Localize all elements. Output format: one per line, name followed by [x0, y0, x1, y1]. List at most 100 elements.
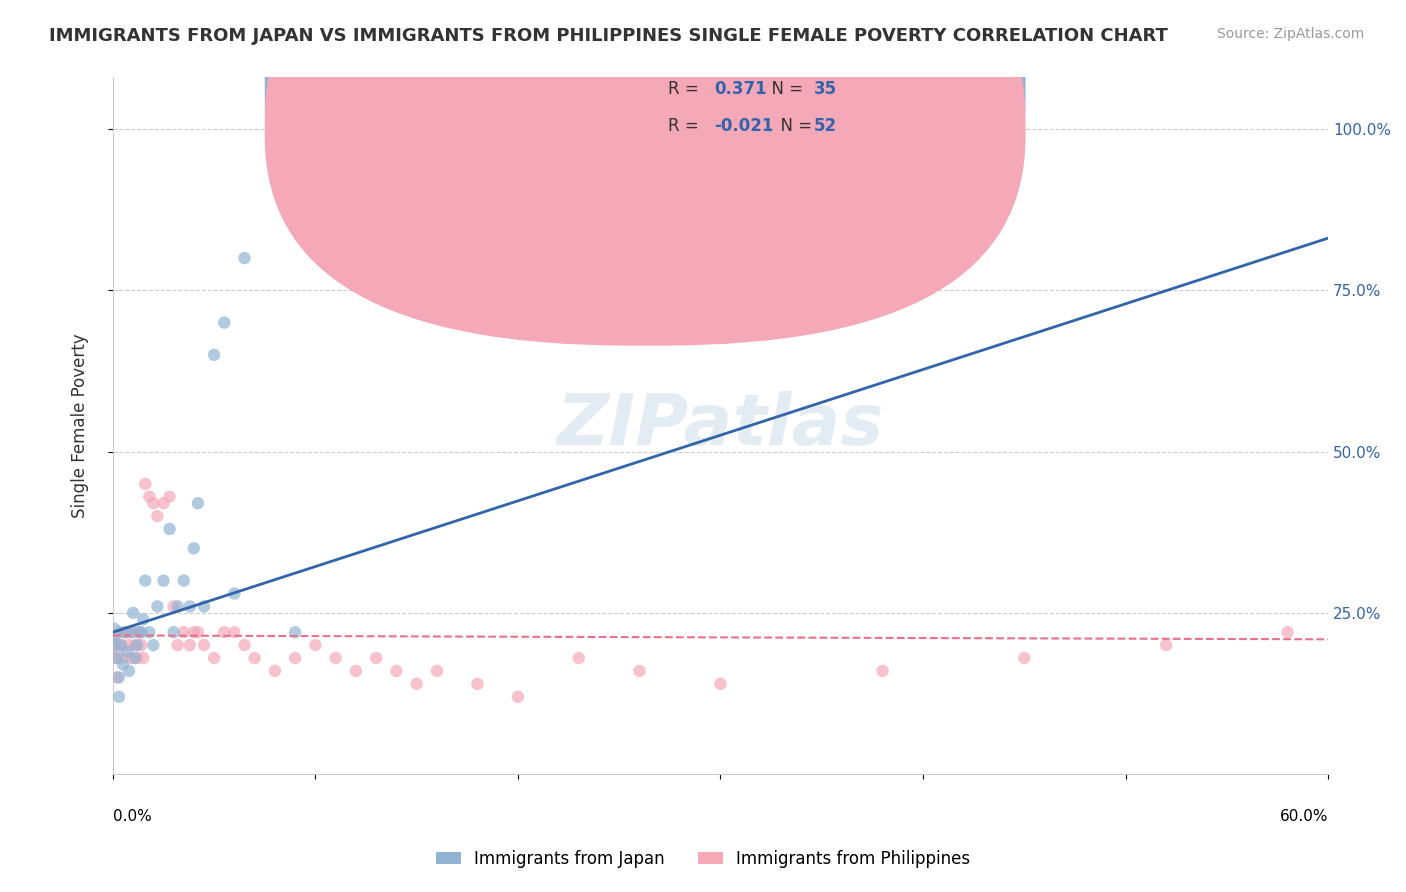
- Legend: Immigrants from Japan, Immigrants from Philippines: Immigrants from Japan, Immigrants from P…: [429, 844, 977, 875]
- Point: [146, 599, 169, 614]
- Point: [104, 638, 127, 652]
- Point: [179, 599, 201, 614]
- Point: [212, 316, 235, 330]
- Point: [325, 651, 347, 665]
- Point: [233, 251, 256, 265]
- Text: 60.0%: 60.0%: [1279, 809, 1329, 824]
- Point: [127, 651, 149, 665]
- Point: [127, 638, 149, 652]
- Point: [138, 625, 160, 640]
- Text: 0.371: 0.371: [714, 79, 768, 97]
- Text: -0.021: -0.021: [714, 117, 773, 135]
- Point: [120, 625, 142, 640]
- Point: [426, 664, 449, 678]
- Point: [114, 625, 136, 640]
- Text: N =: N =: [770, 117, 818, 135]
- Text: N =: N =: [761, 79, 808, 97]
- Point: [1154, 638, 1177, 652]
- Point: [111, 651, 134, 665]
- Point: [264, 664, 287, 678]
- Point: [166, 638, 188, 652]
- Point: [152, 574, 174, 588]
- Text: Source: ZipAtlas.com: Source: ZipAtlas.com: [1216, 27, 1364, 41]
- Point: [304, 638, 326, 652]
- Point: [187, 496, 209, 510]
- Point: [506, 690, 529, 704]
- Point: [159, 490, 181, 504]
- Point: [132, 612, 155, 626]
- Point: [108, 690, 131, 704]
- Point: [122, 606, 145, 620]
- Point: [709, 677, 731, 691]
- Point: [284, 651, 307, 665]
- Point: [162, 599, 184, 614]
- Point: [122, 625, 145, 640]
- Point: [284, 625, 307, 640]
- Point: [134, 574, 156, 588]
- FancyBboxPatch shape: [264, 0, 1025, 346]
- Point: [344, 664, 367, 678]
- Point: [132, 651, 155, 665]
- Point: [110, 638, 132, 652]
- Point: [162, 625, 184, 640]
- Point: [101, 625, 124, 640]
- Y-axis label: Single Female Poverty: Single Female Poverty: [72, 334, 89, 518]
- Point: [118, 664, 141, 678]
- Point: [212, 625, 235, 640]
- Point: [202, 651, 225, 665]
- Point: [129, 638, 152, 652]
- Point: [142, 496, 165, 510]
- Point: [183, 541, 205, 556]
- Point: [405, 677, 427, 691]
- Point: [366, 651, 388, 665]
- Text: ZIPatlas: ZIPatlas: [557, 392, 884, 460]
- Point: [202, 348, 225, 362]
- Point: [243, 651, 266, 665]
- Text: 52: 52: [814, 117, 837, 135]
- Point: [173, 574, 195, 588]
- Text: 35: 35: [814, 79, 837, 97]
- Point: [166, 599, 188, 614]
- Point: [120, 651, 142, 665]
- Point: [134, 476, 156, 491]
- Point: [114, 625, 136, 640]
- Point: [467, 677, 489, 691]
- Point: [111, 657, 134, 672]
- Point: [115, 625, 138, 640]
- Point: [110, 638, 132, 652]
- Point: [183, 625, 205, 640]
- Text: 0.0%: 0.0%: [112, 809, 152, 824]
- Point: [187, 625, 209, 640]
- Point: [105, 651, 128, 665]
- FancyBboxPatch shape: [617, 63, 879, 145]
- Point: [108, 670, 131, 684]
- Point: [193, 599, 215, 614]
- Point: [224, 625, 246, 640]
- FancyBboxPatch shape: [264, 0, 1025, 309]
- Point: [193, 638, 215, 652]
- Point: [128, 625, 150, 640]
- Point: [105, 670, 128, 684]
- Point: [385, 664, 408, 678]
- Point: [179, 638, 201, 652]
- Point: [224, 586, 246, 600]
- Point: [152, 496, 174, 510]
- Point: [124, 651, 146, 665]
- Point: [146, 509, 169, 524]
- Point: [104, 651, 127, 665]
- Text: R =: R =: [668, 117, 704, 135]
- Point: [115, 644, 138, 658]
- Text: R =: R =: [668, 79, 704, 97]
- Point: [128, 625, 150, 640]
- Point: [142, 638, 165, 652]
- Point: [628, 664, 651, 678]
- Point: [129, 625, 152, 640]
- Point: [233, 638, 256, 652]
- Point: [101, 638, 124, 652]
- Text: IMMIGRANTS FROM JAPAN VS IMMIGRANTS FROM PHILIPPINES SINGLE FEMALE POVERTY CORRE: IMMIGRANTS FROM JAPAN VS IMMIGRANTS FROM…: [49, 27, 1168, 45]
- Point: [872, 664, 894, 678]
- Point: [124, 638, 146, 652]
- Point: [159, 522, 181, 536]
- Point: [108, 625, 131, 640]
- Point: [138, 490, 160, 504]
